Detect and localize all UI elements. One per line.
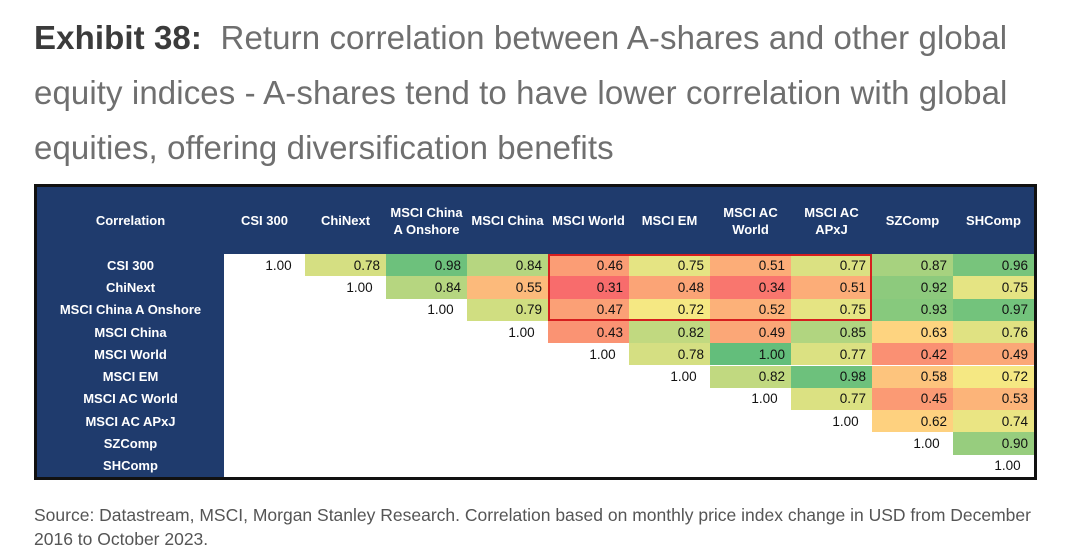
correlation-cell: 0.53 [953,387,1034,411]
correlation-cell: 0.51 [791,276,872,299]
correlation-cell: 0.49 [953,343,1034,366]
correlation-cell: 1.00 [751,391,778,407]
correlation-cell: 0.63 [872,320,953,344]
column-header: MSCI AC APxJ [804,204,859,237]
row-label: MSCI EM [102,369,159,385]
correlation-cell: 1.00 [346,279,373,295]
correlation-cell: 0.93 [872,298,953,321]
correlation-cell: 1.00 [710,343,791,366]
row-label: MSCI AC APxJ [85,413,176,429]
correlation-cell: 0.62 [872,410,953,433]
header-band [37,187,1034,254]
correlation-cell: 0.49 [710,320,791,344]
exhibit-number: Exhibit 38: [34,19,202,56]
correlation-cell: 0.42 [872,343,953,366]
column-header: SHComp [966,213,1021,228]
correlation-cell: 0.96 [953,254,1034,277]
row-label: SHComp [103,458,158,474]
correlation-cell: 0.58 [872,365,953,388]
correlation-cell: 0.72 [953,365,1034,388]
exhibit-title-text: Return correlation between A-shares and … [34,19,1008,166]
correlation-cell: 0.84 [467,254,548,277]
correlation-cell: 0.45 [872,387,953,411]
correlation-cell: 0.51 [710,254,791,277]
correlation-cell: 0.82 [629,320,710,344]
correlation-cell: 0.72 [629,298,710,321]
correlation-cell: 0.75 [629,254,710,277]
row-label: MSCI China [94,324,167,340]
correlation-cell: 0.46 [548,254,629,277]
correlation-cell: 1.00 [913,436,940,452]
row-label: ChiNext [105,279,156,295]
correlation-cell: 1.00 [265,257,292,273]
correlation-cell: 0.76 [953,320,1034,344]
correlation-cell: 0.48 [629,276,710,299]
correlation-cell: 1.00 [832,413,859,429]
correlation-cell: 0.78 [629,343,710,366]
correlation-cell: 0.77 [791,254,872,277]
correlation-cell: 0.84 [386,276,467,299]
correlation-cell: 0.55 [467,276,548,299]
column-header: CSI 300 [241,213,288,228]
column-header: MSCI China [471,213,544,228]
column-header: MSCI AC World [723,204,778,237]
correlation-cell: 0.52 [710,298,791,321]
correlation-cell: 0.47 [548,298,629,321]
correlation-cell: 0.92 [872,276,953,299]
row-label: SZComp [103,436,158,452]
row-label: CSI 300 [107,257,154,273]
correlation-cell: 0.79 [467,298,548,321]
correlation-cell: 1.00 [994,458,1021,474]
correlation-cell: 0.78 [305,254,386,277]
row-label: MSCI World [94,346,167,362]
corner-label: Correlation [95,213,166,228]
highlight-box [548,254,872,321]
source-note: Source: Datastream, MSCI, Morgan Stanley… [34,505,1031,549]
correlation-cell: 0.74 [953,410,1034,433]
column-header: MSCI China A Onshore [390,204,463,237]
correlation-cell: 0.34 [710,276,791,299]
row-label: MSCI AC World [83,391,178,407]
correlation-cell: 0.90 [953,432,1034,455]
correlation-cell: 0.77 [791,343,872,366]
correlation-cell: 0.85 [791,320,872,344]
correlation-cell: 1.00 [670,369,697,385]
column-header: MSCI EM [641,213,698,228]
correlation-cell: 0.75 [791,298,872,321]
correlation-cell: 1.00 [427,302,454,318]
column-header: ChiNext [320,213,371,228]
correlation-cell: 1.00 [589,346,616,362]
correlation-cell: 0.77 [791,387,872,411]
row-label-band [37,254,224,477]
correlation-cell: 0.98 [791,365,872,388]
correlation-cell: 0.75 [953,276,1034,299]
correlation-cell: 0.31 [548,276,629,299]
correlation-cell: 1.00 [508,324,535,340]
column-header: MSCI World [552,213,625,228]
correlation-cell: 0.98 [386,254,467,277]
exhibit-title: Exhibit 38: Return correlation between A… [34,10,1044,175]
correlation-cell: 0.43 [548,320,629,344]
correlation-cell: 0.97 [953,298,1034,321]
correlation-table: Correlation CSI 300 ChiNext MSCI China A O… [34,184,1037,480]
row-label: MSCI China A Onshore [59,302,202,318]
column-header: SZComp [885,213,940,228]
correlation-cell: 0.82 [710,365,791,388]
correlation-cell: 0.87 [872,254,953,277]
